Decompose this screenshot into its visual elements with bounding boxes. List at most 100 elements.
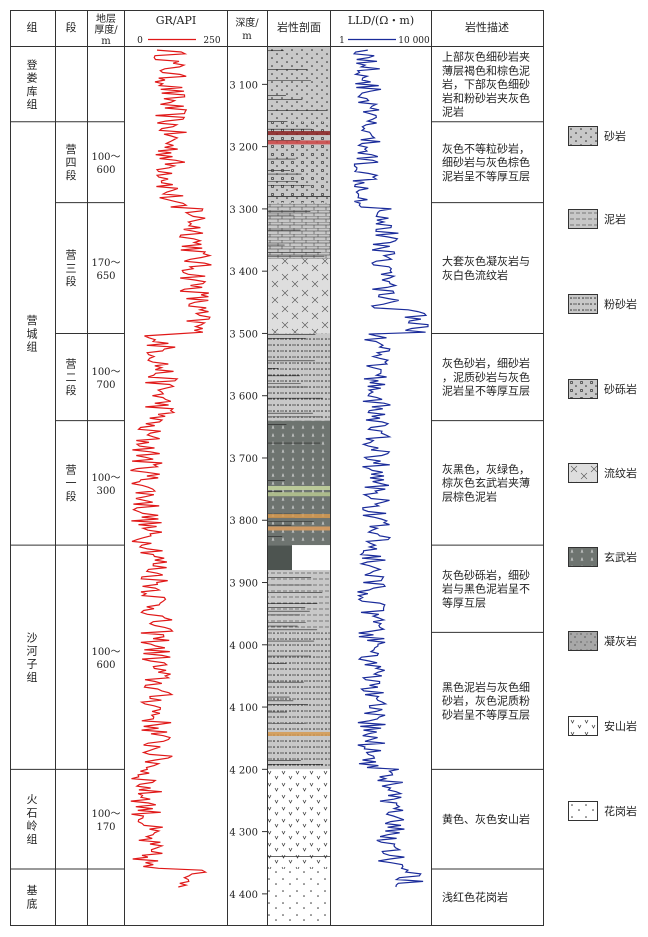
legend-label: 粉砂岩 bbox=[604, 298, 637, 311]
lith-color-band bbox=[268, 131, 330, 136]
header-thickness-2: 厚度/ bbox=[94, 23, 118, 36]
description-text: 灰色砂砾岩，细砂岩与黑色泥岩呈不等厚互层 bbox=[442, 568, 530, 610]
depth-label: 4 000 bbox=[229, 641, 258, 652]
depth-label: 4 100 bbox=[229, 703, 258, 714]
lith-color-band bbox=[268, 486, 330, 490]
andesite-swatch-icon bbox=[568, 716, 598, 736]
legend-item-siltstone: 粉砂岩 bbox=[568, 293, 637, 315]
mudstone-swatch-icon bbox=[568, 209, 598, 229]
lith-color-band bbox=[268, 526, 330, 531]
section-name: 营二段 bbox=[66, 357, 77, 397]
lld-max: 10 000 bbox=[398, 36, 430, 46]
description-text: 灰黑色，灰绿色，棕灰色玄武岩夹薄层棕色泥岩 bbox=[442, 462, 530, 504]
description-column: 上部灰色细砂岩夹薄层褐色和棕色泥岩，下部灰色细砂岩和粉砂岩夹灰色泥岩灰色不等粒砂… bbox=[431, 50, 543, 904]
gr-min: 0 bbox=[137, 36, 143, 46]
depth-label: 3 500 bbox=[229, 329, 258, 340]
description-text: 上部灰色细砂岩夹薄层褐色和棕色泥岩，下部灰色细砂岩和粉砂岩夹灰色泥岩 bbox=[442, 50, 530, 119]
header-group: 组 bbox=[27, 20, 38, 34]
group-name: 沙河子组 bbox=[27, 631, 38, 684]
section-name: 营一段 bbox=[66, 463, 77, 503]
legend-item-andesite: 安山岩 bbox=[568, 715, 637, 737]
legend-item-tuff: 凝灰岩 bbox=[568, 630, 637, 652]
legend-label: 花岗岩 bbox=[604, 805, 637, 818]
legend-item-basalt: 玄武岩 bbox=[568, 546, 637, 568]
gr-max: 250 bbox=[203, 36, 220, 46]
depth-axis: 3 100 3 200 3 300 3 400 3 500 3 600 3 700 3 800… bbox=[229, 80, 267, 901]
siltstone-swatch-icon bbox=[568, 294, 598, 314]
gr-title: GR/API bbox=[156, 14, 196, 27]
lith-color-band bbox=[268, 140, 330, 145]
table-frame bbox=[10, 10, 544, 926]
depth-label: 3 600 bbox=[229, 392, 258, 403]
gr-curve bbox=[130, 49, 213, 888]
header-lith: 岩性剖面 bbox=[277, 20, 321, 34]
depth-label: 3 800 bbox=[229, 516, 258, 527]
well-log-chart: 组 段 地层 厚度/ m GR/API 0 250 深度/ m 岩性剖面 LLD… bbox=[10, 10, 544, 926]
header-depth-2: m bbox=[242, 31, 252, 42]
lith-white-block bbox=[292, 545, 330, 571]
tuff-swatch-icon bbox=[568, 631, 598, 651]
lith-color-band bbox=[268, 514, 330, 519]
lith-band-siltstone bbox=[268, 333, 330, 421]
legend-item-sandstone: 砂岩 bbox=[568, 125, 626, 147]
section-name: 营三段 bbox=[66, 248, 77, 288]
lith-color-band bbox=[268, 492, 330, 497]
depth-label: 4 200 bbox=[229, 765, 258, 776]
section-name: 营四段 bbox=[66, 142, 77, 182]
depth-label: 3 200 bbox=[229, 143, 258, 154]
conglomerate-swatch-icon bbox=[568, 379, 598, 399]
legend-label: 玄武岩 bbox=[604, 551, 637, 564]
group-name: 登娄库组 bbox=[27, 57, 38, 111]
header-section: 段 bbox=[66, 20, 77, 34]
description-text: 灰色不等粒砂岩，细砂岩与灰色棕色泥岩呈不等厚互层 bbox=[442, 141, 530, 183]
legend-item-rhyolite: 流纹岩 bbox=[568, 462, 637, 484]
lith-band-conglomerate bbox=[268, 121, 330, 203]
granite-swatch-icon bbox=[568, 801, 598, 821]
depth-label: 3 400 bbox=[229, 267, 258, 278]
lithology-legend: 砂岩 泥岩 粉砂岩 砂砾岩 流纹岩 玄武岩 凝灰岩 安山岩 花岗岩 bbox=[560, 0, 648, 937]
section-thickness: 100～ 700 bbox=[91, 367, 120, 391]
header-thickness-1: 地层 bbox=[96, 12, 116, 25]
lith-band-granite bbox=[268, 868, 330, 925]
lith-band-andesite bbox=[268, 769, 330, 869]
depth-label: 3 100 bbox=[229, 80, 258, 91]
legend-label: 流纹岩 bbox=[604, 467, 637, 480]
group-name: 基底 bbox=[27, 884, 38, 910]
rhyolite-swatch-icon bbox=[568, 463, 598, 483]
section-thickness: 100～ 600 bbox=[91, 152, 120, 176]
legend-item-conglomerate: 砂砾岩 bbox=[568, 378, 637, 400]
lld-curve bbox=[352, 49, 429, 888]
legend-item-granite: 花岗岩 bbox=[568, 800, 637, 822]
section-thickness: 100～ 300 bbox=[91, 473, 120, 497]
depth-label: 4 300 bbox=[229, 828, 258, 839]
legend-item-mudstone: 泥岩 bbox=[568, 208, 626, 230]
depth-label: 3 700 bbox=[229, 454, 258, 465]
depth-label: 3 900 bbox=[229, 579, 258, 590]
lith-band-rhyolite bbox=[268, 258, 330, 334]
section-thickness: 100～ 170 bbox=[91, 809, 120, 833]
sandstone-swatch-icon bbox=[568, 126, 598, 146]
legend-label: 砂砾岩 bbox=[604, 383, 637, 396]
section-thickness: 100～ 600 bbox=[91, 647, 120, 671]
description-text: 浅红色花岗岩 bbox=[442, 890, 508, 904]
description-text: 大套灰色凝灰岩与灰白色流纹岩 bbox=[442, 254, 530, 282]
legend-label: 凝灰岩 bbox=[604, 635, 637, 648]
lith-band-gridmix bbox=[268, 202, 330, 259]
description-text: 灰色砂岩，细砂岩，泥质砂岩与灰色泥岩呈不等厚互层 bbox=[442, 356, 530, 398]
group-name: 营城组 bbox=[27, 313, 38, 353]
lith-band-sandstone bbox=[268, 47, 330, 122]
group-name: 火石岭组 bbox=[27, 793, 38, 846]
lith-band-basalt bbox=[268, 420, 330, 546]
section-column: 营四段 100～ 600 营三段 170～ 650 营二段 100～ 700 营一段 100～ 300… bbox=[55, 121, 124, 870]
legend-label: 安山岩 bbox=[604, 720, 637, 733]
section-thickness: 170～ 650 bbox=[91, 258, 120, 282]
lith-color-band bbox=[268, 731, 330, 736]
header-depth-1: 深度/ bbox=[235, 16, 259, 29]
header-thickness-3: m bbox=[101, 36, 111, 47]
legend-label: 泥岩 bbox=[604, 213, 626, 226]
lld-title: LLD/(Ω・m) bbox=[348, 14, 414, 27]
depth-label: 4 400 bbox=[229, 890, 258, 901]
header-desc: 岩性描述 bbox=[465, 20, 509, 34]
description-text: 黑色泥岩与灰色细砂岩，灰色泥质粉砂岩呈不等厚互层 bbox=[442, 680, 530, 722]
